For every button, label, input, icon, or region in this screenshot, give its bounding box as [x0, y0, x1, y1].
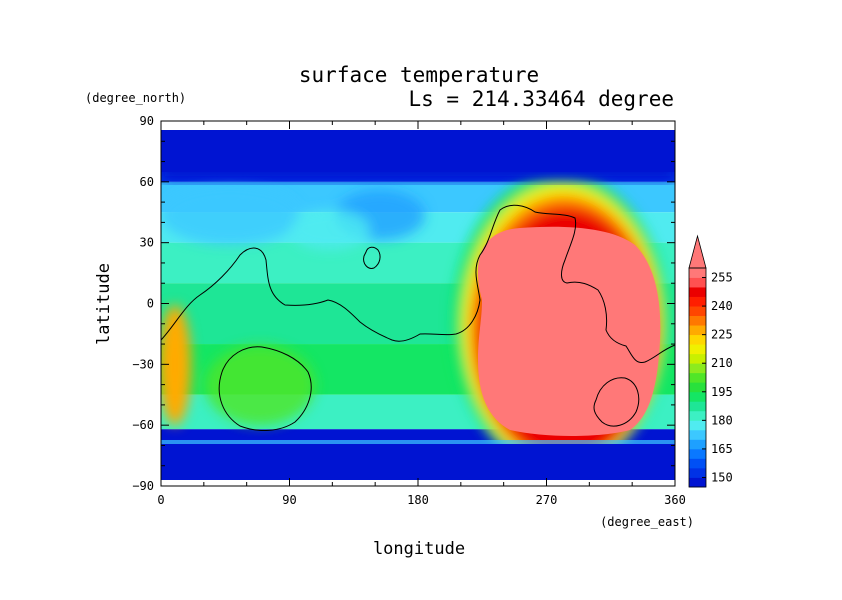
colorbar-swatch-180 [689, 410, 706, 421]
colorbar-swatch-170 [689, 429, 706, 440]
x-tick-label-0: 0 [157, 493, 164, 507]
dichotomy-contour [160, 204, 676, 364]
colorbar-swatch-155 [689, 458, 706, 469]
colorbar-swatch-160 [689, 448, 706, 459]
colorbar-swatch-245 [689, 287, 706, 297]
south-polar-cap [161, 444, 675, 480]
colorbar-swatch-220 [689, 334, 706, 345]
y-axis-label: latitude [94, 263, 114, 345]
colorbar-swatch-210 [689, 353, 706, 364]
colorbar-label-210: 210 [711, 356, 733, 370]
y-units-label: (degree_north) [85, 91, 186, 105]
chart-subtitle: Ls = 214.33464 degree [408, 87, 674, 111]
colorbar-swatch-150 [689, 467, 706, 478]
colorbar-label-165: 165 [711, 442, 733, 456]
y-tick-label--60: −60 [132, 418, 154, 432]
colorbar-extend-arrow [688, 234, 707, 269]
topography-contours [160, 204, 676, 431]
axis-ticks: 0 90 180 270 360 −90 −60 −30 0 30 60 90 [132, 114, 686, 507]
colorbar-swatch-175 [689, 420, 706, 431]
colorbar-swatch-215 [689, 344, 706, 355]
colorbar: 150 165 180 195 210 225 240 255 [688, 234, 733, 488]
colorbar-swatch-255 [689, 268, 706, 278]
y-tick-label--90: −90 [132, 479, 154, 493]
colorbar-swatch-195 [689, 382, 706, 393]
y-tick-label-90: 90 [140, 114, 154, 128]
y-tick-label-30: 30 [140, 236, 154, 250]
hellas-basin-contour [593, 377, 640, 427]
chart-title: surface temperature [299, 63, 539, 87]
colorbar-swatch-200 [689, 372, 706, 383]
x-tick-label-90: 90 [282, 493, 296, 507]
colorbar-label-150: 150 [711, 470, 733, 484]
colorbar-swatch-185 [689, 401, 706, 412]
colorbar-swatch-165 [689, 439, 706, 450]
tharsis-contour [363, 246, 381, 269]
colorbar-label-225: 225 [711, 328, 733, 342]
colorbar-frame [688, 267, 707, 488]
colorbar-label-255: 255 [711, 271, 733, 285]
colorbar-swatch-145 [689, 477, 706, 488]
x-units-label: (degree_east) [600, 515, 694, 529]
hot-core-region [477, 226, 661, 436]
north-polar-cap [161, 130, 675, 172]
argyre-basin-contour [218, 346, 312, 431]
colorbar-swatch-250 [689, 277, 706, 288]
heatmap-field [161, 121, 675, 486]
colorbar-swatch-230 [689, 315, 706, 326]
colorbar-label-240: 240 [711, 299, 733, 313]
x-tick-label-180: 180 [407, 493, 429, 507]
y-tick-label--30: −30 [132, 357, 154, 371]
colorbar-swatch-240 [689, 296, 706, 307]
y-tick-label-0: 0 [147, 297, 154, 311]
colorbar-swatch-190 [689, 391, 706, 402]
basin-warm-patch [205, 345, 315, 425]
warm-edge-west [161, 305, 191, 425]
colorbar-label-180: 180 [711, 413, 733, 427]
colorbar-swatch-225 [689, 325, 706, 336]
y-tick-label-60: 60 [140, 175, 154, 189]
cool-patch-3 [290, 210, 370, 250]
colorbar-swatch-235 [689, 306, 706, 317]
colorbar-label-195: 195 [711, 385, 733, 399]
cool-patch-1 [161, 185, 300, 245]
x-tick-label-360: 360 [664, 493, 686, 507]
colorbar-swatch-205 [689, 363, 706, 374]
x-axis-label: longitude [373, 539, 465, 559]
x-tick-label-270: 270 [536, 493, 558, 507]
